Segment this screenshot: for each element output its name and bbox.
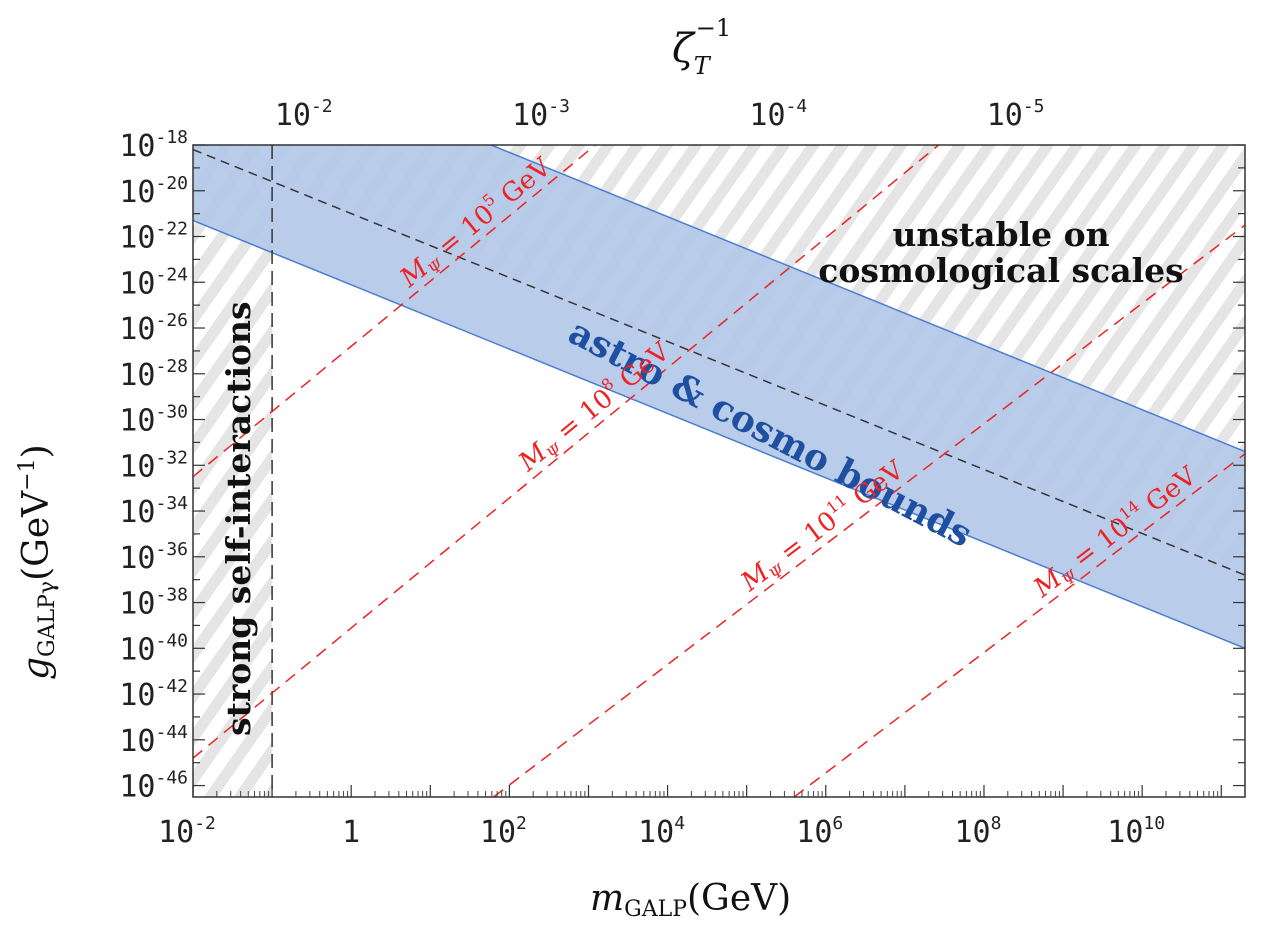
top-axis-title: ζT−1: [672, 14, 731, 80]
y-axis-title: gGALPγ(GeV−1): [15, 444, 60, 680]
y-tick-label: 10-40: [119, 630, 188, 667]
astro-cosmo-band: [193, 145, 1245, 649]
self-interaction-label: strong self-interactions: [219, 301, 258, 736]
band-lower-edge: [193, 219, 1245, 649]
plot-frame: [192, 144, 1246, 798]
unstable-label-line2: cosmological scales: [818, 251, 1183, 290]
x-tick-label: 108: [954, 813, 1001, 850]
top-tick-label: 10-4: [749, 96, 807, 133]
band-upper-edge: [489, 145, 1245, 453]
mpsi-line-2: [493, 224, 1245, 797]
x-tick-label: 10-2: [158, 813, 216, 850]
y-tick-label: 10-46: [119, 768, 188, 805]
x-tick-label: 102: [480, 813, 527, 850]
y-tick-label: 10-34: [119, 493, 188, 530]
y-tick-label: 10-38: [119, 585, 188, 622]
y-tick-label: 10-28: [119, 356, 188, 393]
x-axis-title: mGALP(GeV): [590, 878, 791, 922]
y-tick-label: 10-26: [119, 310, 188, 347]
y-tick-label: 10-36: [119, 539, 188, 576]
unstable-boundary-line: [193, 148, 1245, 576]
y-tick-label: 10-18: [119, 127, 188, 164]
top-tick-label: 10-2: [275, 96, 333, 133]
y-tick-label: 10-30: [119, 402, 188, 439]
top-tick-label: 10-3: [512, 96, 570, 133]
y-tick-label: 10-24: [119, 264, 188, 301]
y-tick-label: 10-22: [119, 219, 188, 256]
self-interaction-region: [193, 145, 273, 797]
unstable-label-line1: unstable on: [892, 215, 1109, 254]
mpsi-line-0: [193, 145, 597, 478]
x-tick-label: 1: [342, 815, 360, 850]
y-tick-label: 10-20: [119, 173, 188, 210]
mpsi-line-3: [793, 453, 1245, 797]
y-tick-label: 10-42: [119, 676, 188, 713]
x-tick-label: 104: [638, 813, 685, 850]
x-tick-label: 106: [796, 813, 843, 850]
x-tick-label: 1010: [1107, 813, 1165, 850]
y-tick-label: 10-32: [119, 447, 188, 484]
top-tick-label: 10-5: [987, 96, 1045, 133]
y-tick-label: 10-44: [119, 722, 188, 759]
